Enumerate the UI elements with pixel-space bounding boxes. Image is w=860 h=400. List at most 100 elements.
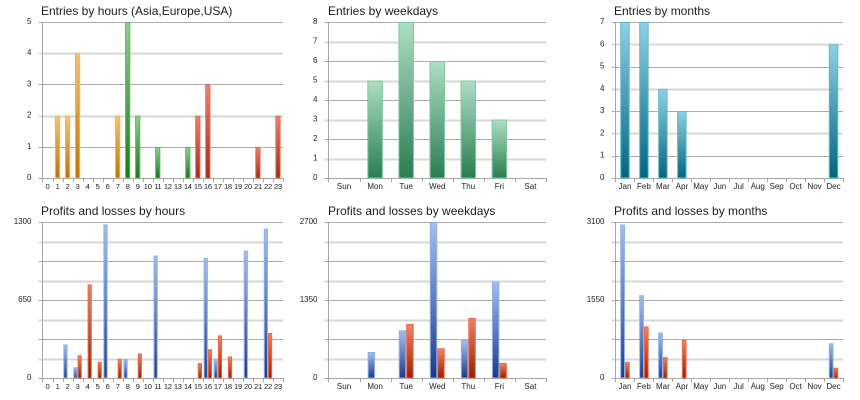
x-tick-label: Oct — [789, 182, 802, 191]
bar-Apr — [677, 111, 687, 179]
bars — [367, 222, 507, 379]
x-tick-label: 16 — [204, 182, 212, 191]
x-tick-label: Wed — [429, 182, 445, 191]
x-tick-label: Nov — [807, 382, 821, 391]
x-tick-label: Mon — [367, 182, 383, 191]
y-tick-label: 2700 — [300, 217, 318, 226]
x-tick-label: Jul — [734, 182, 744, 191]
chart-entries-by-weekdays: Entries by weekdays 0 1 2 3 4 5 6 7 8 Sun Mon Tue Wed… — [313, 4, 547, 191]
y-tick-label: 1350 — [300, 295, 318, 304]
bar-profits-17 — [213, 358, 218, 379]
x-tick-label: Sep — [770, 382, 785, 391]
bar-profits-11 — [153, 255, 158, 379]
y-tick-label: 1 — [600, 151, 605, 160]
chart-entries-by-months: Entries by months 0 1 2 3 4 5 6 7 Jan Feb Mar Apr May… — [600, 4, 844, 191]
bar-profits-Wed — [429, 222, 438, 379]
bar-profits-Mar — [658, 332, 663, 379]
bar-profits-Fri — [491, 281, 500, 379]
x-tick-label: Mon — [367, 382, 383, 391]
bar-profits-22 — [263, 228, 268, 379]
x-tick-label: Sat — [524, 182, 537, 191]
bars — [620, 22, 839, 179]
bars — [54, 22, 281, 179]
bar-losses-Mar — [662, 357, 668, 379]
x-tick-label: 21 — [254, 182, 262, 191]
x-tick-label: 15 — [194, 382, 202, 391]
bar-profits-8 — [123, 358, 128, 379]
x-tick-label: Thu — [461, 182, 475, 191]
x-tick-label: Sun — [337, 182, 351, 191]
bar-8 — [125, 22, 131, 179]
x-tick-label: 19 — [234, 182, 242, 191]
bar-2 — [64, 115, 71, 179]
bar-3 — [74, 53, 81, 179]
chart-entries-by-hours: Entries by hours (Asia,Europe,USA)012345… — [27, 4, 284, 191]
y-tick-label: 0 — [600, 173, 605, 182]
x-tick-label: 12 — [164, 182, 172, 191]
y-tick-label: 3 — [313, 115, 318, 124]
chart-title: Entries by hours (Asia,Europe,USA) — [41, 4, 232, 18]
y-tick-label: 2 — [313, 134, 318, 143]
x-tick-label: Dec — [826, 182, 840, 191]
chart-title: Profits and losses by months — [614, 204, 767, 218]
x-tick-label: 1 — [56, 382, 60, 391]
x-tick-label: 7 — [116, 382, 120, 391]
bar-7 — [115, 115, 121, 179]
y-tick-label: 1 — [27, 142, 32, 151]
bar-losses-Wed — [437, 348, 445, 379]
y-tick-label: 6 — [313, 56, 318, 65]
bar-14 — [185, 146, 191, 179]
bar-profits-16 — [203, 258, 208, 379]
bar-losses-3 — [77, 355, 82, 379]
chart-title: Entries by weekdays — [328, 4, 438, 18]
x-tick-label: Jan — [619, 382, 632, 391]
bar-profits-Mon — [367, 352, 376, 379]
x-tick-label: 23 — [274, 182, 282, 191]
x-tick-label: Feb — [637, 182, 651, 191]
bar-Wed — [429, 61, 446, 179]
bars — [367, 22, 508, 179]
y-tick-label: 2 — [600, 128, 605, 137]
x-tick-label: 0 — [46, 182, 50, 191]
chart-title: Profits and losses by hours — [41, 204, 185, 218]
x-tick-label: 11 — [154, 382, 161, 391]
bar-Mon — [367, 80, 383, 179]
bar-losses-9 — [137, 353, 142, 379]
x-tick-label: 18 — [224, 182, 232, 191]
x-tick-label: 11 — [154, 182, 161, 191]
bar-losses-17 — [217, 335, 223, 379]
x-tick-label: Thu — [461, 382, 475, 391]
bar-Dec — [828, 44, 839, 179]
bar-losses-4 — [87, 284, 92, 379]
x-tick-label: Tue — [399, 382, 413, 391]
x-tick-label: 10 — [144, 182, 152, 191]
x-tick-label: 5 — [96, 182, 100, 191]
y-tick-label: 5 — [600, 62, 605, 71]
x-tick-label: Apr — [676, 382, 689, 391]
bar-losses-7 — [117, 358, 122, 379]
x-tick-label: Tue — [399, 182, 413, 191]
x-tick-label: Sun — [337, 382, 351, 391]
x-tick-label: Jun — [713, 182, 726, 191]
y-tick-label: 2 — [27, 111, 32, 120]
bar-Thu — [460, 80, 477, 179]
x-tick-label: Fri — [495, 382, 505, 391]
bar-profits-Dec — [828, 343, 834, 379]
x-tick-label: 7 — [116, 182, 120, 191]
bar-losses-Fri — [499, 362, 507, 379]
y-tick-label: 3 — [600, 106, 605, 115]
bar-profits-6 — [103, 224, 108, 379]
x-tick-label: Feb — [637, 382, 651, 391]
x-tick-label: 20 — [244, 182, 252, 191]
bar-losses-15 — [197, 363, 203, 379]
x-tick-label: Nov — [807, 182, 821, 191]
y-tick-label: 7 — [600, 17, 605, 26]
x-tick-label: 17 — [214, 182, 222, 191]
x-tick-label: 8 — [126, 182, 130, 191]
x-tick-label: 10 — [144, 382, 152, 391]
y-tick-label: 7 — [313, 37, 318, 46]
x-tick-label: 13 — [174, 382, 182, 391]
x-tick-label: Dec — [826, 382, 840, 391]
x-tick-label: 18 — [224, 382, 232, 391]
bar-21 — [255, 146, 261, 179]
